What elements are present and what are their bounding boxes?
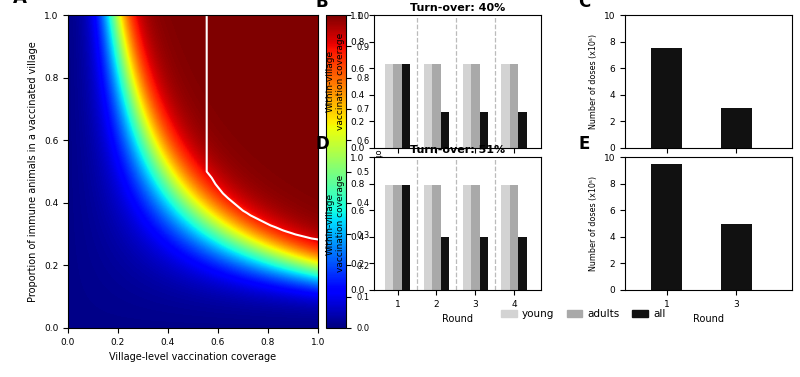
- Y-axis label: Probability of disease elimination: Probability of disease elimination: [373, 101, 382, 242]
- Text: A: A: [13, 0, 27, 6]
- Bar: [424, 185, 432, 290]
- Bar: [651, 48, 682, 147]
- Bar: [441, 112, 450, 147]
- Text: C: C: [578, 0, 590, 11]
- Bar: [502, 64, 510, 147]
- Title: Turn-over: 51%: Turn-over: 51%: [410, 145, 506, 155]
- Bar: [480, 112, 488, 147]
- Bar: [480, 237, 488, 290]
- Title: Turn-over: 40%: Turn-over: 40%: [410, 3, 506, 13]
- Bar: [651, 164, 682, 290]
- Bar: [432, 64, 441, 147]
- Bar: [471, 64, 480, 147]
- Bar: [432, 185, 441, 290]
- Bar: [510, 64, 518, 147]
- Y-axis label: Within-village
vaccination coverage: Within-village vaccination coverage: [326, 33, 345, 130]
- Bar: [721, 224, 752, 290]
- Text: D: D: [316, 135, 330, 153]
- Bar: [385, 64, 394, 147]
- Legend: young, adults, all: young, adults, all: [497, 305, 670, 323]
- Bar: [402, 185, 410, 290]
- Bar: [385, 185, 394, 290]
- Bar: [462, 185, 471, 290]
- X-axis label: Round: Round: [442, 172, 474, 182]
- Text: E: E: [578, 135, 590, 153]
- Bar: [471, 185, 480, 290]
- Bar: [502, 185, 510, 290]
- Bar: [518, 237, 527, 290]
- Bar: [721, 108, 752, 147]
- X-axis label: Round: Round: [442, 314, 474, 324]
- X-axis label: Village-level vaccination coverage: Village-level vaccination coverage: [110, 352, 277, 362]
- Y-axis label: Number of doses (x10⁵): Number of doses (x10⁵): [589, 34, 598, 129]
- Bar: [462, 64, 471, 147]
- Bar: [424, 64, 432, 147]
- Bar: [510, 185, 518, 290]
- Bar: [394, 64, 402, 147]
- Text: B: B: [316, 0, 329, 11]
- X-axis label: Round: Round: [693, 314, 724, 324]
- Y-axis label: Proportion of immune animals in a vaccinated village: Proportion of immune animals in a vaccin…: [28, 41, 38, 302]
- Bar: [441, 237, 450, 290]
- Y-axis label: Within-village
vaccination coverage: Within-village vaccination coverage: [326, 175, 345, 272]
- Bar: [402, 64, 410, 147]
- Y-axis label: Number of doses (x10⁵): Number of doses (x10⁵): [589, 176, 598, 271]
- Bar: [394, 185, 402, 290]
- X-axis label: Round: Round: [693, 172, 724, 182]
- Bar: [518, 112, 527, 147]
